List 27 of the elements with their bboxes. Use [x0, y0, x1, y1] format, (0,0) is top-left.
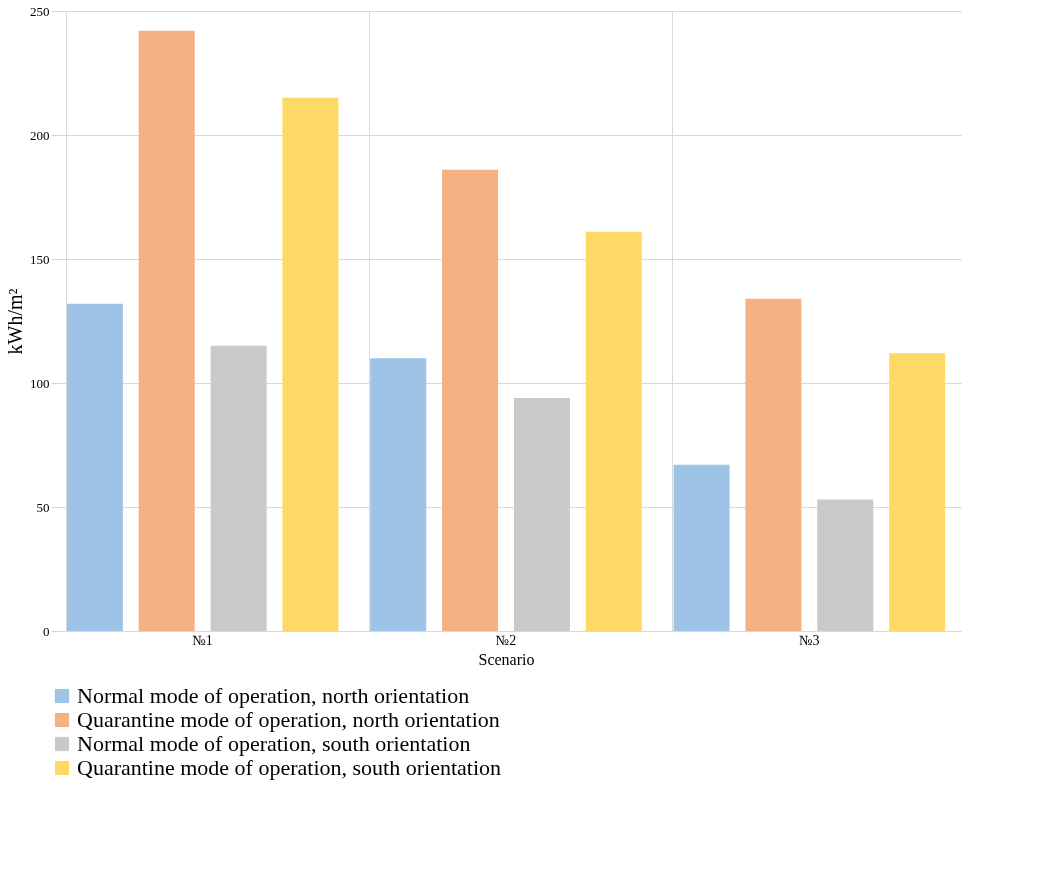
bar — [282, 97, 339, 631]
x-tick-label: №2 — [495, 632, 517, 648]
y-tick-label: 50 — [36, 499, 50, 515]
y-tick-label: 200 — [30, 127, 50, 143]
bar — [138, 30, 195, 631]
x-tick-label: №3 — [799, 632, 820, 648]
y-tick-label: 0 — [43, 623, 50, 639]
y-tick-label: 100 — [30, 375, 50, 391]
bar — [210, 345, 267, 631]
bar — [513, 397, 570, 631]
legend-label: Quarantine mode of operation, north orientation — [77, 707, 500, 732]
bar — [370, 358, 427, 631]
legend-label: Normal mode of operation, north orientation — [77, 683, 470, 708]
bar — [442, 169, 499, 631]
y-tick-label: 250 — [30, 3, 50, 19]
bar — [673, 464, 730, 631]
bar — [66, 303, 123, 631]
bar — [585, 231, 642, 631]
bar — [817, 499, 874, 631]
x-axis-title: Scenario — [478, 650, 535, 668]
bar — [745, 298, 802, 631]
y-axis-title: kWh/m² — [4, 288, 26, 355]
x-tick-label: №1 — [192, 632, 213, 648]
legend-label: Normal mode of operation, south orientation — [77, 731, 471, 756]
y-tick-label: 150 — [30, 251, 50, 267]
bar — [889, 353, 946, 631]
legend-label: Quarantine mode of operation, south orientation — [77, 755, 501, 780]
